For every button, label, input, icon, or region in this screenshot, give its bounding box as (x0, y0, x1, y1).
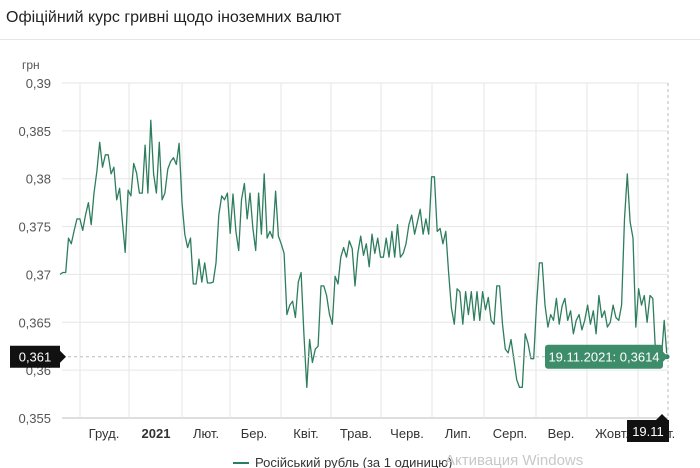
crosshair-date-label: 19.11 (632, 424, 664, 439)
y-tick-label: 0,39 (26, 76, 51, 91)
exchange-rate-chart[interactable]: 0,3550,360,3650,370,3750,380,3850,39грнГ… (0, 41, 700, 468)
page-title: Офіційний курс гривні щодо іноземних вал… (6, 9, 342, 26)
x-tick-label: Квіт. (293, 426, 319, 441)
crosshair-value-badge (10, 345, 60, 368)
x-tick-label: Жовт. (595, 426, 629, 441)
x-tick-label: Лип. (445, 426, 471, 441)
windows-activation-watermark: Активация Windows (445, 452, 584, 468)
x-tick-label: Лют. (193, 426, 219, 441)
x-tick-label: Вер. (548, 426, 575, 441)
x-tick-label: Бер. (241, 426, 268, 441)
x-tick-label: Серп. (493, 426, 528, 441)
x-tick-label: 2021 (142, 426, 171, 441)
x-tick-label: Груд. (89, 426, 120, 441)
y-tick-label: 0,375 (18, 220, 51, 235)
y-tick-label: 0,37 (26, 267, 51, 282)
y-axis-label: грн (22, 58, 40, 72)
tooltip-text: 19.11.2021: 0,3614 (548, 350, 659, 365)
crosshair-value-label: 0,361 (19, 350, 52, 365)
crosshair-date-badge (627, 420, 669, 442)
crosshair-value-badge-arrow (60, 350, 66, 363)
y-tick-label: 0,38 (26, 172, 51, 187)
x-tick-label: Черв. (390, 426, 424, 441)
crosshair-date-badge-arrow (656, 414, 668, 420)
y-tick-label: 0,355 (18, 411, 51, 426)
tooltip-arrow (663, 351, 668, 362)
tooltip-box (545, 344, 663, 369)
rub-rate-series-line (59, 119, 668, 389)
x-tick-label: Трав. (340, 426, 372, 441)
y-tick-label: 0,385 (18, 124, 51, 139)
y-tick-label: 0,365 (18, 315, 51, 330)
page-header: Офіційний курс гривні щодо іноземних вал… (0, 0, 700, 40)
legend-label: Російський рубль (за 1 одиницю) (255, 455, 452, 468)
